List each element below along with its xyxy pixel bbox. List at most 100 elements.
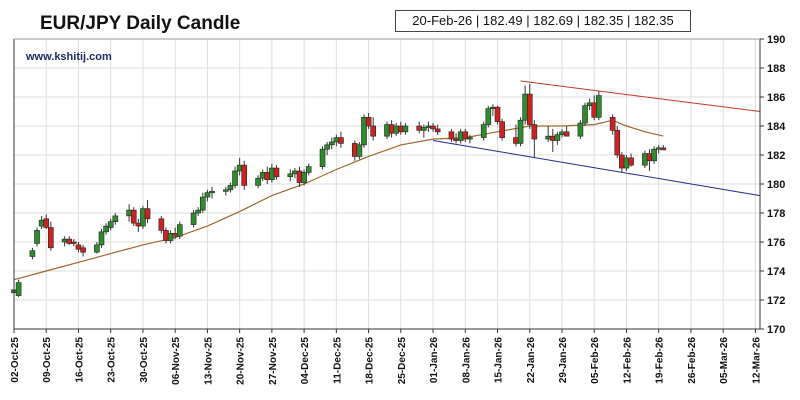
candle [273, 165, 280, 180]
candle [356, 141, 363, 160]
candle-body [324, 144, 330, 150]
candle-body [15, 282, 22, 296]
candle-body [549, 135, 556, 141]
candle-body [140, 208, 146, 227]
candle [563, 126, 570, 137]
candle-body [273, 167, 280, 178]
candle-body [172, 233, 178, 237]
candle [163, 227, 169, 244]
candle [112, 213, 119, 225]
candle-body [333, 137, 340, 143]
candle-body [301, 172, 307, 183]
x-tick-label: 11-Dec-25 [332, 337, 343, 384]
candle-body [490, 106, 496, 109]
moving-average [13, 119, 664, 281]
candle [269, 163, 275, 183]
candle-body [135, 222, 142, 227]
x-tick-label: 08-Jan-26 [461, 337, 472, 384]
candle [628, 153, 634, 167]
candle-body [370, 125, 376, 137]
candle-body [563, 131, 570, 137]
candle [259, 169, 266, 182]
candle-body [287, 173, 294, 178]
candle [370, 117, 376, 141]
candle [517, 117, 524, 147]
candle [614, 126, 621, 158]
candle-body [365, 117, 372, 127]
candle-body [107, 221, 114, 228]
candle-body [614, 130, 621, 156]
candle-body [655, 147, 662, 150]
candle [351, 140, 358, 161]
candle [559, 128, 565, 138]
watermark: www.kshitij.com [26, 51, 112, 63]
candle [75, 242, 82, 253]
candle-body [513, 137, 519, 144]
candle [467, 134, 473, 144]
candle [98, 228, 105, 248]
candle [609, 114, 616, 135]
candle [140, 205, 146, 229]
candle [287, 169, 294, 182]
y-tick-label: 190 [767, 34, 785, 46]
candle [462, 128, 469, 142]
upper-trendline [520, 80, 761, 112]
candle [34, 227, 40, 247]
x-tick-label: 15-Jan-26 [494, 337, 505, 384]
candle [577, 120, 584, 140]
candle [232, 166, 238, 189]
candle-body [200, 196, 206, 211]
candle-body [305, 166, 312, 173]
candle-body [467, 137, 473, 140]
candle [176, 221, 183, 240]
candle [167, 230, 174, 244]
candle-body [609, 117, 616, 131]
candle-body [319, 148, 326, 167]
candle [333, 134, 340, 147]
candle [103, 223, 109, 235]
candle-body [61, 238, 68, 243]
candle-body [190, 212, 197, 225]
candle-body [522, 93, 528, 121]
candle [190, 210, 197, 228]
candle-body [559, 131, 565, 136]
candle-body [384, 124, 390, 137]
candle-body [388, 124, 395, 134]
candle-body [103, 225, 109, 233]
candle [301, 169, 307, 186]
x-tick-label: 20-Nov-25 [236, 337, 247, 385]
candle [619, 152, 625, 173]
candle [388, 120, 395, 138]
candle [448, 128, 455, 142]
candle-body [38, 219, 45, 227]
candle-body [126, 209, 132, 217]
candle-body [176, 224, 183, 237]
candle-body [80, 247, 86, 253]
candle-body [642, 153, 648, 166]
ohlc-info-box: 20-Feb-26 | 182.49 | 182.69 | 182.35 | 1… [395, 10, 691, 32]
candle [434, 124, 441, 135]
candle [531, 120, 538, 158]
candle-body [591, 102, 598, 118]
candle-body [480, 124, 487, 138]
x-tick-label: 06-Nov-25 [171, 337, 182, 385]
candle-body [517, 119, 524, 144]
candle [480, 121, 487, 141]
x-tick-label: 09-Oct-25 [42, 337, 53, 383]
axes: 170 172 174 176 178 180 182 184 186 188 190 02-Oct-… [10, 34, 786, 385]
candle [227, 182, 234, 193]
candle-body [351, 143, 358, 157]
candle-body [531, 124, 538, 140]
x-tick-label: 26-Feb-26 [687, 337, 698, 384]
candle-body [98, 231, 105, 246]
y-tick-label: 174 [767, 266, 786, 278]
candle-body [526, 93, 533, 125]
candle [200, 192, 206, 213]
candle-body [236, 164, 243, 172]
candle-body [48, 227, 54, 249]
candle [66, 236, 73, 245]
y-tick-label: 184 [767, 121, 786, 133]
candle-body [112, 215, 119, 222]
candle [402, 123, 409, 135]
